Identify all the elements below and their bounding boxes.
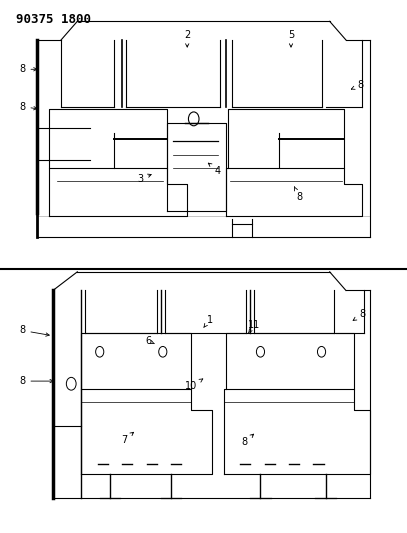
Text: 8: 8 <box>19 64 37 74</box>
Text: 6: 6 <box>145 336 154 346</box>
Text: 5: 5 <box>288 30 294 47</box>
Text: 90375 1800: 90375 1800 <box>16 13 91 26</box>
Text: 1: 1 <box>204 315 213 327</box>
Text: 2: 2 <box>184 30 190 47</box>
Text: 8: 8 <box>351 80 363 90</box>
Text: 7: 7 <box>121 432 133 445</box>
Text: 11: 11 <box>248 320 260 333</box>
Text: 8: 8 <box>19 102 37 111</box>
Text: 8: 8 <box>353 310 365 320</box>
Text: 8: 8 <box>19 326 49 336</box>
Text: 4: 4 <box>208 163 221 175</box>
Text: 8: 8 <box>294 187 302 202</box>
Text: 8: 8 <box>19 376 53 386</box>
Text: 3: 3 <box>137 174 151 183</box>
Text: 8: 8 <box>241 434 254 447</box>
Text: 10: 10 <box>185 379 203 391</box>
